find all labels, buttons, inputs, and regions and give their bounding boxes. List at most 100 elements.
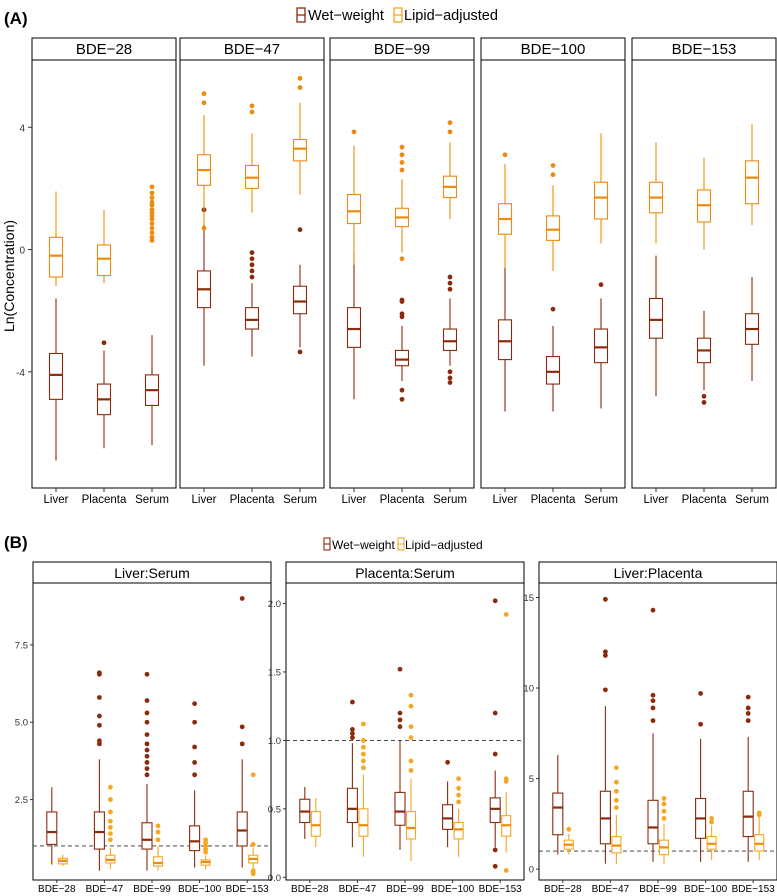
facet-b-title: Placenta:Serum	[355, 565, 455, 581]
box-a-placenta-wet-box	[244, 307, 260, 330]
box-b-bde-47-wet-outlier-6	[97, 670, 102, 676]
box-b-bde-99-wet-box	[647, 799, 659, 845]
box-a-serum-lipid-outlier-8	[149, 207, 155, 213]
ytick-label-b: 15	[523, 593, 534, 604]
box-b-bde-153-wet-outlier-1	[239, 724, 245, 730]
box-a-placenta-wet-box	[394, 349, 410, 367]
box-a-placenta-wet-outlier-5	[399, 396, 405, 402]
box-b-bde-99-wet-outlier-0	[397, 724, 403, 730]
box-b-bde-99-wet-outlier-5	[144, 741, 150, 747]
ytick-label-a: -4	[16, 368, 25, 379]
box-b-bde-100-wet-outlier-3	[192, 719, 198, 725]
xtick-label-a: Liver	[493, 494, 518, 506]
ytick-label-b: 0	[529, 865, 534, 876]
box-b-bde-100-wet-outlier-1	[698, 691, 703, 696]
box-b-bde-47-lipid-box	[358, 808, 369, 837]
facet-a-frame	[480, 59, 626, 489]
box-b-bde-47-wet-outlier-0	[603, 687, 608, 693]
facet-b-placenta-serum: Placenta:Serum 0.0 0.5 1.0 1.5 2.0 BDE−28 BDE−4…	[268, 561, 525, 895]
box-b-bde-28-wet-box	[46, 811, 58, 845]
box-b-bde-47-lipid-outlier-2	[108, 825, 113, 830]
legend-a-lipid-label: Lipid−adjusted	[404, 8, 498, 24]
ytick-label-b: 0.5	[268, 804, 281, 815]
facet-a-bde-100: BDE−100 Liver Placenta Serum	[480, 37, 626, 506]
ytick-label-b: 1.5	[268, 667, 281, 678]
box-b-bde-99-lipid-box	[405, 811, 417, 840]
box-a-liver-lipid-box	[48, 236, 64, 278]
box-b-bde-153-wet-outlier-1	[745, 710, 751, 716]
box-b-bde-99-lipid-outlier-2	[661, 801, 667, 807]
box-a-liver-lipid-outlier-0	[502, 152, 508, 158]
box-b-bde-99-wet-box	[394, 791, 406, 826]
box-b-bde-100-lipid-outlier-3	[456, 776, 461, 782]
xtick-label-a: Placenta	[82, 494, 127, 506]
box-b-bde-99-wet-outlier-2	[397, 710, 403, 716]
box-b-bde-47-wet-outlier-1	[350, 731, 355, 736]
box-b-bde-99-wet-outlier-4	[144, 747, 150, 753]
box-a-liver-wet-box	[648, 297, 664, 339]
facet-a-bde-28: BDE−28 4 0 -4 Liver Placenta Serum	[16, 37, 177, 506]
box-b-bde-100-wet-outlier-4	[192, 701, 198, 707]
box-b-bde-47-lipid-outlier-5	[108, 797, 113, 802]
box-b-bde-100-lipid-box	[453, 821, 464, 840]
box-b-bde-99-wet-outlier-10	[144, 671, 150, 677]
box-a-liver-wet-box	[497, 319, 513, 361]
box-b-bde-99-wet-outlier-8	[144, 710, 150, 716]
box-a-serum-lipid-outlier-2	[149, 230, 155, 236]
box-a-placenta-wet-outlier-4	[399, 387, 405, 393]
facet-a-title: BDE−28	[76, 41, 132, 58]
legend-b-wet-label: Wet−weight	[332, 538, 395, 552]
box-b-bde-47-wet-box	[346, 787, 358, 824]
box-b-bde-47-lipid-outlier-0	[361, 765, 366, 771]
panel-a-label: (A)	[4, 9, 28, 28]
box-a-serum-lipid-box	[292, 138, 308, 162]
box-a-placenta-wet-outlier-1	[399, 314, 405, 320]
box-b-bde-99-lipid-outlier-2	[155, 823, 161, 829]
box-a-serum-lipid-outlier-13	[149, 184, 155, 190]
box-b-bde-153-lipid-outlier-3	[503, 612, 509, 617]
facet-a-title: BDE−100	[521, 41, 586, 58]
box-b-bde-99-lipid-outlier-5	[408, 692, 414, 698]
box-b-bde-99-wet-outlier-2	[144, 760, 150, 765]
box-a-placenta-wet-outlier-2	[249, 262, 255, 268]
box-b-bde-47-lipid-outlier-1	[108, 831, 113, 836]
box-b-bde-153-wet-outlier-0	[239, 741, 245, 747]
ytick-label-b: 10	[523, 684, 534, 695]
facet-b-liver-placenta: Liver:Placenta 0 5 10 15 BDE−28 BDE−47 BDE−99 BD…	[523, 561, 777, 895]
panel-a-ylabel: Ln(Concentration)	[1, 220, 17, 332]
box-b-bde-153-wet-outlier-1	[492, 847, 498, 853]
box-b-bde-100-wet-outlier-2	[192, 744, 198, 750]
box-a-serum-lipid-outlier-10	[149, 199, 155, 205]
box-b-bde-99-lipid-outlier-3	[661, 796, 667, 801]
box-a-liver-lipid-outlier-2	[201, 91, 207, 97]
box-a-placenta-wet-outlier-1	[249, 256, 255, 262]
box-a-placenta-wet-outlier-3	[249, 268, 255, 274]
box-b-bde-153-wet-outlier-2	[745, 705, 751, 711]
box-b-bde-99-wet-outlier-4	[650, 607, 656, 613]
xtick-label-b: BDE−99	[639, 884, 677, 895]
box-a-serum-wet-box	[593, 328, 609, 364]
box-a-serum-wet-outlier-2	[447, 286, 453, 292]
box-b-bde-99-lipid-outlier-0	[408, 768, 414, 773]
box-b-bde-153-wet-outlier-0	[492, 863, 498, 869]
box-a-serum-lipid-outlier-1	[149, 234, 155, 240]
ytick-label-b: 5.0	[15, 718, 28, 729]
box-a-placenta-lipid-outlier-0	[550, 172, 556, 178]
facet-a-frame	[631, 59, 777, 489]
box-b-bde-47-lipid-outlier-3	[614, 779, 619, 785]
xtick-label-a: Serum	[735, 494, 769, 506]
box-b-bde-100-wet-outlier-0	[445, 759, 450, 765]
box-b-bde-99-wet-outlier-1	[397, 717, 403, 723]
box-a-placenta-wet-outlier-0	[101, 340, 107, 346]
box-a-serum-lipid-outlier-1	[297, 75, 303, 81]
box-b-bde-153-lipid-outlier-3	[250, 842, 256, 847]
box-a-liver-lipid-outlier-1	[201, 100, 207, 106]
ytick-label-a: 0	[19, 246, 25, 257]
box-b-bde-47-wet-outlier-4	[97, 695, 102, 700]
box-a-liver-lipid-outlier-0	[201, 225, 207, 231]
box-b-bde-100-wet-box	[442, 804, 454, 830]
box-a-serum-lipid-outlier-0	[447, 129, 453, 135]
legend-a-wet-key	[296, 7, 306, 23]
box-b-bde-47-wet-outlier-3	[97, 713, 102, 719]
